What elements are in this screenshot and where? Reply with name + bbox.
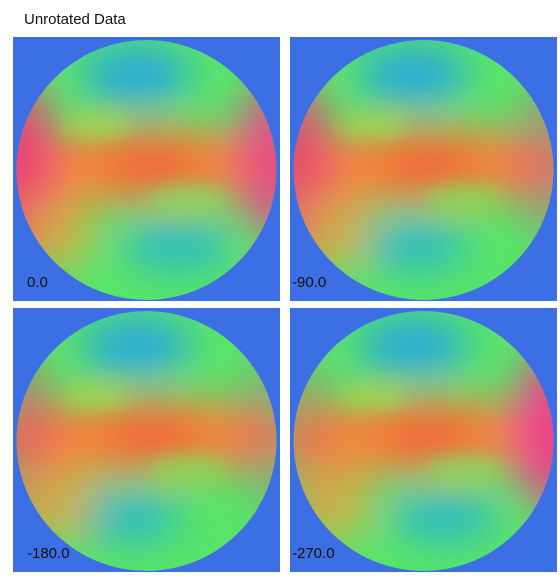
warm-core [378,416,479,456]
warm-core [378,145,479,185]
green-patch [338,384,409,408]
warm-core [101,145,202,185]
rotation-label: -90.0 [292,274,326,291]
map-detail [61,384,227,486]
panel: 0.0 [13,37,280,301]
panel: -180.0 [13,308,280,572]
top-cool [358,45,469,105]
top-cool [81,316,192,376]
right-edge [512,351,554,511]
map-blobs [16,45,277,270]
map [293,311,554,571]
map-blobs [293,45,554,270]
map [293,40,554,300]
top-cool [358,316,469,376]
green-patch [338,113,409,137]
green-patch [423,456,504,486]
bottom-cool [388,491,499,541]
map-detail [338,113,504,215]
bottom-cool [71,491,182,541]
map [16,311,277,571]
rotation-label: 0.0 [27,274,48,291]
panel: -270.0 [290,308,557,572]
bottom-cool [358,220,469,270]
bottom-cool [121,220,232,270]
right-edge [235,80,277,240]
green-patch [61,113,132,137]
map [16,40,277,300]
title: Unrotated Data [24,11,126,28]
top-cool [81,45,192,105]
green-patch [146,185,227,215]
map-blobs [293,316,554,541]
rotation-label: -270.0 [292,545,335,562]
map-detail [338,384,504,486]
map-blobs [16,316,277,541]
panel: -90.0 [290,37,557,301]
green-patch [61,384,132,408]
rotation-label: -180.0 [27,545,70,562]
map-detail [61,113,227,215]
green-patch [423,185,504,215]
right-edge [235,351,277,511]
warm-core [101,416,202,456]
green-patch [146,456,227,486]
right-edge [512,80,554,240]
